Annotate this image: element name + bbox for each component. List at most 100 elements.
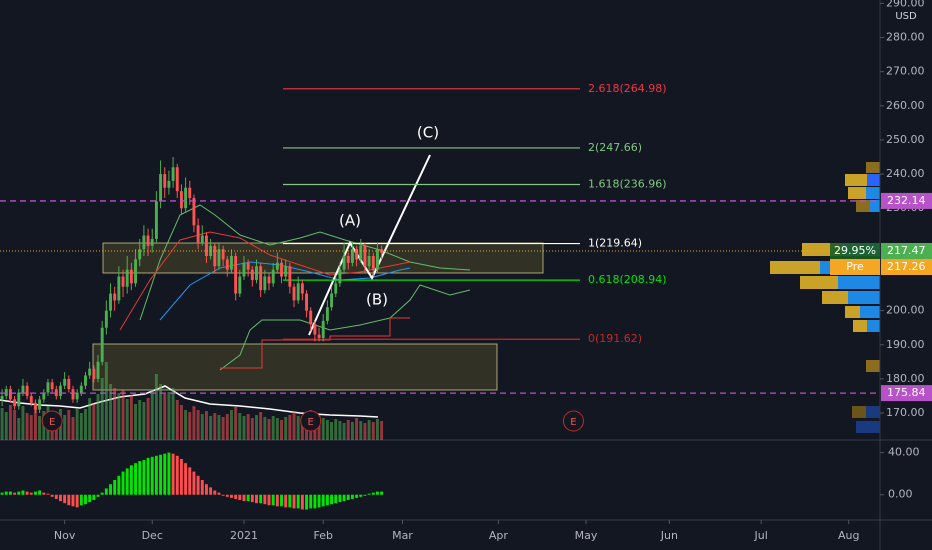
y-tick-label: 240.00 <box>886 167 925 180</box>
candle-body <box>92 368 96 379</box>
candle-body <box>309 310 313 325</box>
profile-bar <box>822 291 848 304</box>
currency: USD <box>895 11 917 22</box>
oscillator-bar <box>238 494 242 500</box>
oscillator-bar <box>309 494 313 509</box>
volume-bar <box>209 416 213 440</box>
volume-bar <box>113 388 117 440</box>
volume-bar <box>359 421 363 440</box>
price-axis-bg <box>880 0 932 550</box>
oscillator-bar <box>134 463 138 495</box>
candle-body <box>175 167 179 192</box>
candle-body <box>184 187 188 209</box>
volume-bar <box>163 394 167 440</box>
oscillator-bar <box>355 494 359 498</box>
candle-body <box>305 293 308 311</box>
event-label: E <box>570 417 576 428</box>
volume-bar <box>92 404 96 440</box>
volume-bar <box>300 418 304 440</box>
candle-body <box>71 389 75 400</box>
oscillator-bar <box>334 494 338 504</box>
candle-body <box>113 293 117 301</box>
volume-bar <box>259 412 263 440</box>
oscillator-bar <box>242 494 246 502</box>
x-tick-label: Aug <box>838 529 859 542</box>
oscillator-bar <box>50 494 54 497</box>
candle-body <box>100 327 104 362</box>
oscillator-bar <box>4 491 8 495</box>
price-badge <box>881 192 932 209</box>
profile-bar <box>867 320 880 332</box>
profile-bar <box>852 406 866 418</box>
x-tick-label: Dec <box>142 529 163 542</box>
volume-bar <box>104 362 108 440</box>
event-marker <box>300 410 322 432</box>
band-upper <box>139 204 471 321</box>
volume-bar <box>213 413 217 440</box>
volume-bar <box>88 398 92 440</box>
x-tick-label: Jun <box>660 529 678 542</box>
profile-bar <box>867 174 880 186</box>
profile-bar <box>870 200 880 212</box>
tag-label: 29.95% <box>834 244 876 257</box>
oscillator-bar <box>125 468 129 495</box>
volume-bar <box>363 423 367 440</box>
price-badge <box>881 258 932 275</box>
candle-body <box>104 310 108 328</box>
candle-body <box>317 334 321 338</box>
candle-body <box>275 262 279 270</box>
candle-body <box>292 286 296 301</box>
volume-bar <box>380 421 384 440</box>
fib-label: 2.618(264.98) <box>588 82 667 95</box>
oscillator-bar <box>288 494 292 508</box>
oscillator-bar <box>96 494 100 497</box>
oscillator-bar <box>184 463 188 495</box>
oscillator-bar <box>92 494 96 500</box>
band-lower <box>219 284 471 371</box>
oscillator-bar <box>33 491 37 495</box>
x-tick-label: Feb <box>313 529 332 542</box>
oscillator-bar <box>338 494 342 503</box>
candle-body <box>33 402 37 410</box>
y-tick-label: 0.00 <box>888 488 913 501</box>
oscillator-bar <box>167 452 171 495</box>
oscillator-bar <box>325 494 329 506</box>
oscillator-bar <box>359 494 363 497</box>
profile-bar <box>838 276 880 289</box>
volume-bar <box>204 411 208 440</box>
candle-body <box>242 262 246 277</box>
oscillator-bar <box>0 492 4 495</box>
volume-bar <box>175 400 179 440</box>
oscillator-bar <box>330 494 334 505</box>
candle-body <box>255 266 258 280</box>
oscillator-bar <box>154 455 158 495</box>
price-badge-label: 217.26 <box>887 260 926 273</box>
candle-body <box>0 395 4 400</box>
candle-body <box>330 293 334 308</box>
candle-body <box>225 259 229 270</box>
candle-body <box>129 269 133 284</box>
fib-label: 1.618(236.96) <box>588 177 667 190</box>
volume-bar <box>321 418 325 440</box>
candle-body <box>46 382 50 393</box>
candle-body <box>371 256 375 270</box>
candle-body <box>346 256 350 263</box>
oscillator-bar <box>13 492 17 495</box>
x-tick-label: Apr <box>489 529 509 542</box>
y-tick-label: 250.00 <box>886 133 925 146</box>
candle-body <box>125 269 129 287</box>
event-label: E <box>49 417 55 428</box>
oscillator-bar <box>25 491 29 495</box>
candle-body <box>171 167 175 181</box>
profile-bar <box>845 306 860 318</box>
volume-bar <box>13 410 17 440</box>
oscillator-bar <box>138 461 142 495</box>
fib-label: 1(219.64) <box>588 237 642 250</box>
candle-body <box>8 389 12 400</box>
wave-label: (B) <box>366 291 388 309</box>
candle-body <box>150 238 154 246</box>
candle-body <box>192 197 196 226</box>
candle-body <box>179 191 183 209</box>
event-marker <box>562 410 584 432</box>
oscillator-bar <box>380 491 384 495</box>
